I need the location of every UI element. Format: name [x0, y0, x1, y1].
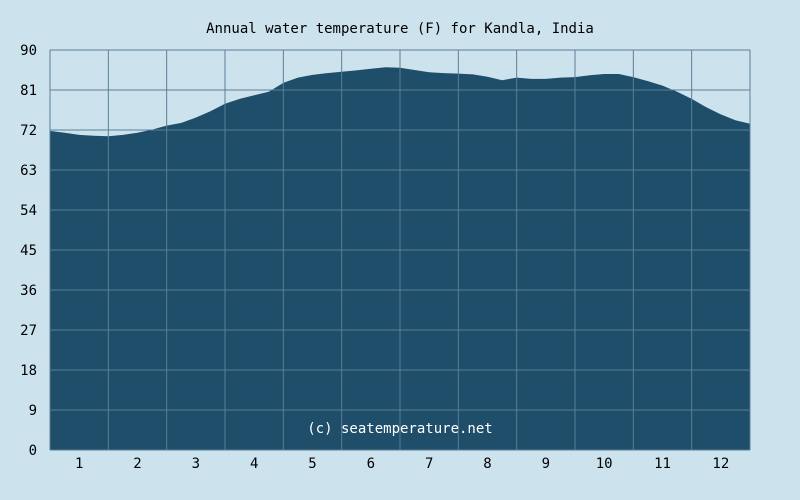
- y-tick-label: 72: [20, 123, 37, 139]
- x-tick-label: 9: [542, 456, 550, 472]
- x-tick-label: 7: [425, 456, 433, 472]
- x-tick-label: 4: [250, 456, 258, 472]
- y-tick-label: 81: [20, 83, 37, 99]
- x-tick-label: 1: [75, 456, 83, 472]
- x-tick-label: 8: [483, 456, 491, 472]
- y-tick-label: 54: [20, 203, 37, 219]
- x-tick-label: 10: [596, 456, 613, 472]
- y-axis-ticks: 0 9 18 27 36 45 54 63 72 81 90: [20, 43, 37, 459]
- x-tick-label: 6: [367, 456, 375, 472]
- y-tick-label: 0: [29, 443, 37, 459]
- y-tick-label: 90: [20, 43, 37, 59]
- x-tick-label: 5: [308, 456, 316, 472]
- y-tick-label: 63: [20, 163, 37, 179]
- y-tick-label: 27: [20, 323, 37, 339]
- y-tick-label: 36: [20, 283, 37, 299]
- y-tick-label: 9: [29, 403, 37, 419]
- x-axis-ticks: 1 2 3 4 5 6 7 8 9 10 11 12: [75, 456, 729, 472]
- y-tick-label: 18: [20, 363, 37, 379]
- gridlines: [49, 49, 751, 451]
- watermark: (c) seatemperature.net: [307, 421, 492, 437]
- y-tick-label: 45: [20, 243, 37, 259]
- x-tick-label: 12: [712, 456, 729, 472]
- chart-title: Annual water temperature (F) for Kandla,…: [206, 21, 594, 37]
- x-tick-label: 11: [654, 456, 671, 472]
- x-tick-label: 2: [133, 456, 141, 472]
- x-tick-label: 3: [192, 456, 200, 472]
